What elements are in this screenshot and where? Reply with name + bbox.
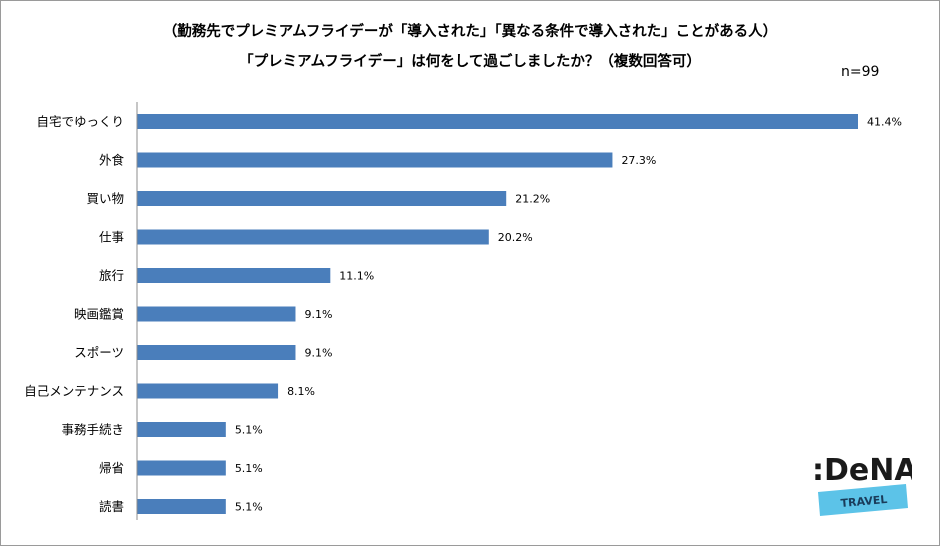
- bar: [137, 460, 226, 476]
- logo-sub-text: TRAVEL: [840, 493, 888, 510]
- value-label: 11.1%: [339, 270, 374, 283]
- value-label: 5.1%: [235, 462, 263, 475]
- sample-size-label: n=99: [841, 64, 880, 80]
- dena-travel-logo: :DeNA TRAVEL: [812, 453, 912, 516]
- value-label: 20.2%: [498, 231, 533, 244]
- logo-brand-text: :DeNA: [812, 453, 912, 488]
- category-label: スポーツ: [74, 345, 124, 360]
- category-label: 読書: [99, 499, 124, 514]
- bar: [137, 306, 296, 322]
- category-label: 自宅でゆっくり: [36, 114, 124, 129]
- chart-subtitle: 「プレミアムフライデー」は何をして過ごしましたか？（複数回答可）: [239, 54, 701, 70]
- value-label: 9.1%: [304, 308, 332, 321]
- category-label: 自己メンテナンス: [24, 384, 124, 399]
- category-label: 旅行: [99, 268, 124, 283]
- category-label: 買い物: [86, 191, 124, 206]
- value-label: 27.3%: [621, 154, 656, 167]
- bar: [137, 499, 226, 514]
- bars-layer: 自宅でゆっくり 41.4% 外食 27.3% 買い物 21.2% 仕事 20.2% 旅行 11.1…: [24, 114, 902, 514]
- logo-band: [818, 484, 908, 516]
- chart-title: （勤務先でプレミアムフライデーが「導入された」「異なる条件で導入された」ことがあ…: [162, 24, 778, 40]
- value-label: 5.1%: [235, 501, 263, 514]
- category-label: 事務手続き: [61, 422, 124, 437]
- value-label: 5.1%: [235, 424, 263, 437]
- category-label: 仕事: [99, 230, 124, 245]
- category-label: 外食: [99, 153, 125, 168]
- value-label: 41.4%: [867, 116, 902, 129]
- bar: [137, 383, 279, 399]
- bar: [137, 422, 226, 437]
- bar: [137, 152, 613, 168]
- category-label: 帰省: [99, 461, 124, 476]
- bar: [137, 114, 858, 129]
- value-label: 8.1%: [287, 385, 315, 398]
- value-label: 21.2%: [515, 193, 550, 206]
- bar: [137, 268, 331, 283]
- bar: [137, 345, 296, 360]
- value-label: 9.1%: [304, 347, 332, 360]
- category-label: 映画鑑賞: [74, 307, 124, 322]
- bar: [137, 229, 489, 245]
- bar: [137, 191, 507, 206]
